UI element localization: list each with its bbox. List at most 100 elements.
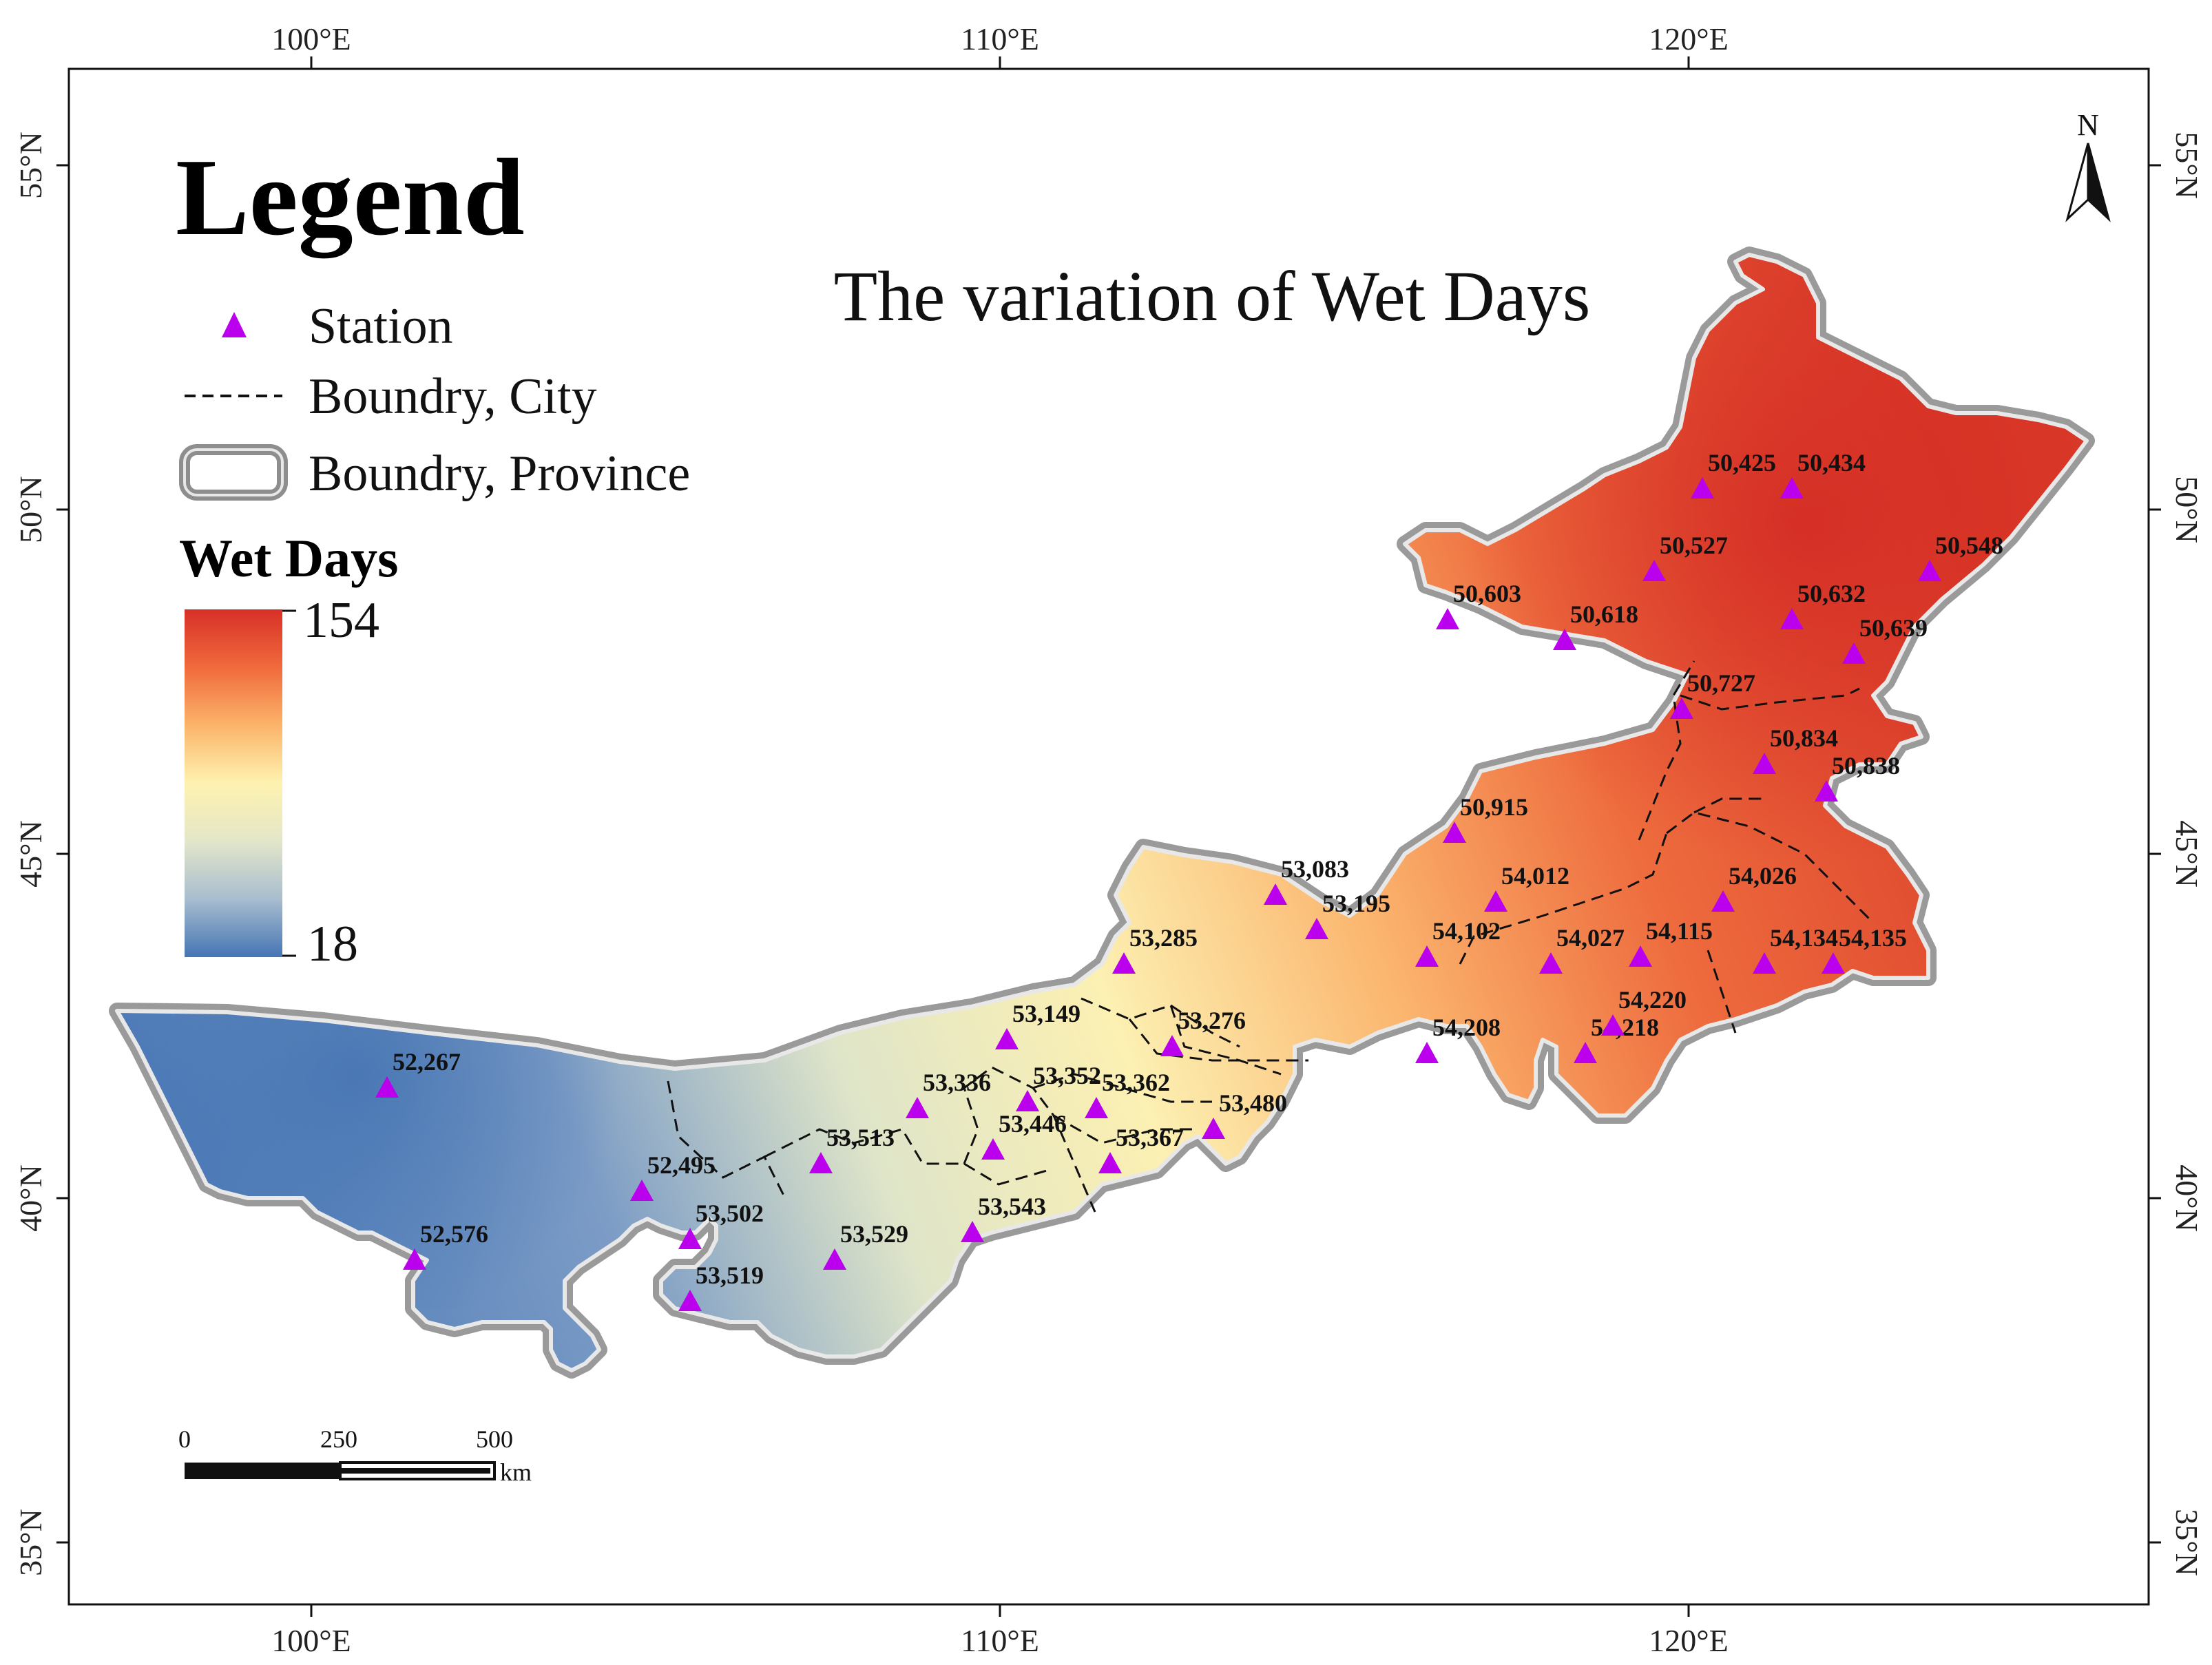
city-boundary-line <box>963 1162 1047 1186</box>
station-label: 54,012 <box>1501 862 1569 890</box>
station-label: 54,134 <box>1770 924 1838 952</box>
wet-days-ramp-min: 18 <box>307 916 358 972</box>
station-triangle-icon <box>1842 642 1866 664</box>
station-label: 50,434 <box>1797 449 1866 477</box>
city-boundary-line <box>963 1066 1096 1213</box>
map-title: The variation of Wet Days <box>834 257 1591 336</box>
station-triangle-icon <box>375 1076 399 1098</box>
lat-label-right-55: 55°N <box>2169 132 2204 199</box>
lat-label-left-45: 45°N <box>13 820 48 888</box>
scale-tick-0: 0 <box>178 1425 191 1453</box>
city-boundary-line <box>1666 811 1875 924</box>
station-label: 50,834 <box>1770 724 1838 752</box>
station-triangle-icon <box>1815 780 1838 802</box>
station-triangle-icon <box>1780 477 1804 499</box>
lon-label-bottom-120: 120°E <box>1649 1623 1729 1658</box>
station-triangle-icon <box>1753 753 1776 774</box>
scale-tick-250: 250 <box>320 1425 357 1453</box>
station-label: 53,446 <box>999 1110 1067 1138</box>
province-boundary-icon <box>179 444 288 501</box>
lat-label-left-40: 40°N <box>13 1164 48 1232</box>
station-label: 50,618 <box>1570 600 1638 628</box>
station-triangle-icon <box>1415 1042 1439 1063</box>
station-triangle-icon <box>809 1152 833 1173</box>
station-label: 50,727 <box>1687 669 1755 697</box>
station-triangle-icon <box>678 1290 702 1311</box>
station-label: 53,519 <box>696 1261 764 1289</box>
city-boundary-line <box>1638 660 1695 841</box>
station-label: 54,027 <box>1556 924 1625 952</box>
station-label: 54,218 <box>1591 1014 1659 1041</box>
station-triangle-icon <box>1098 1152 1122 1173</box>
city-boundary-line <box>1680 687 1860 711</box>
station-triangle-icon <box>1670 698 1693 719</box>
station-triangle-icon <box>1822 952 1845 974</box>
lon-label-top-120: 120°E <box>1649 21 1729 56</box>
legend-item-city-boundary: Boundry, City <box>309 368 597 425</box>
station-label: 54,208 <box>1432 1014 1501 1041</box>
station-triangle-icon <box>1629 945 1652 967</box>
station-triangle-icon <box>1691 477 1714 499</box>
legend-item-province-boundary: Boundry, Province <box>309 446 690 502</box>
station-triangle-icon <box>1016 1090 1039 1111</box>
station-triangle-icon <box>1642 560 1666 581</box>
station-label: 52,576 <box>420 1220 488 1248</box>
station-label: 50,527 <box>1660 532 1728 559</box>
station-triangle-icon <box>906 1097 929 1118</box>
wet-days-color-ramp <box>185 609 282 957</box>
station-triangle-icon <box>1484 890 1507 912</box>
legend: Legend Station Boundry, City Boundry, Pr… <box>176 136 690 972</box>
station-triangle-icon <box>1436 608 1459 629</box>
station-triangle-icon <box>1085 1097 1108 1118</box>
station-triangle-icon <box>1711 890 1735 912</box>
station-triangle-icon <box>1112 952 1136 974</box>
station-triangle-icon <box>1753 952 1776 974</box>
station-triangle-icon <box>981 1138 1005 1160</box>
lon-label-top-100: 100°E <box>271 21 351 56</box>
station-triangle-icon <box>995 1028 1019 1049</box>
station-label: 53,285 <box>1129 924 1198 952</box>
city-boundary-line <box>1170 1004 1240 1048</box>
station-label: 54,220 <box>1618 986 1687 1014</box>
station-triangle-icon <box>1780 608 1804 629</box>
lat-label-left-50: 50°N <box>13 476 48 543</box>
station-label: 53,336 <box>923 1069 991 1096</box>
wet-days-ramp-title: Wet Days <box>179 528 398 588</box>
station-label: 54,115 <box>1646 917 1713 945</box>
station-label: 53,083 <box>1281 855 1349 883</box>
station-label: 52,267 <box>393 1048 461 1076</box>
province-boundary-inner <box>115 253 2089 1372</box>
station-label: 53,276 <box>1178 1007 1246 1034</box>
station-label: 50,632 <box>1797 580 1866 607</box>
city-boundary-line <box>1128 1018 1308 1062</box>
station-triangle-icon <box>1601 1014 1625 1036</box>
station-label: 53,543 <box>978 1193 1046 1220</box>
city-boundary-line <box>1693 797 1763 814</box>
scale-unit: km <box>500 1458 532 1486</box>
city-boundary-line <box>1081 997 1282 1076</box>
station-label: 53,529 <box>840 1220 908 1248</box>
station-label: 53,195 <box>1322 890 1390 917</box>
station-label: 50,838 <box>1832 752 1900 779</box>
north-arrow: N <box>2065 108 2111 222</box>
station-triangle-icon <box>823 1248 846 1270</box>
station-layer: 50,425 50,434 50,527 50,548 50,603 50,618 50,6… <box>375 449 2003 1311</box>
city-boundary-line <box>1459 832 1668 965</box>
city-boundaries <box>667 660 1875 1213</box>
lon-label-bottom-110: 110°E <box>961 1623 1039 1658</box>
scale-bar-black-segment <box>185 1463 340 1479</box>
station-triangle-icon <box>1918 560 1941 581</box>
station-label: 50,639 <box>1859 614 1928 642</box>
city-boundary-line <box>1053 1114 1198 1144</box>
graticule-ticks <box>56 56 2161 1617</box>
lat-label-right-35: 35°N <box>2169 1509 2204 1576</box>
city-boundary-line <box>1707 950 1737 1034</box>
lat-label-right-45: 45°N <box>2169 820 2204 888</box>
lon-label-top-110: 110°E <box>961 21 1039 56</box>
station-label: 53,367 <box>1116 1124 1184 1151</box>
city-boundary-line <box>667 1080 786 1199</box>
station-triangle-icon <box>1443 821 1466 843</box>
lat-label-right-50: 50°N <box>2169 476 2204 543</box>
station-triangle-icon <box>1264 883 1287 905</box>
